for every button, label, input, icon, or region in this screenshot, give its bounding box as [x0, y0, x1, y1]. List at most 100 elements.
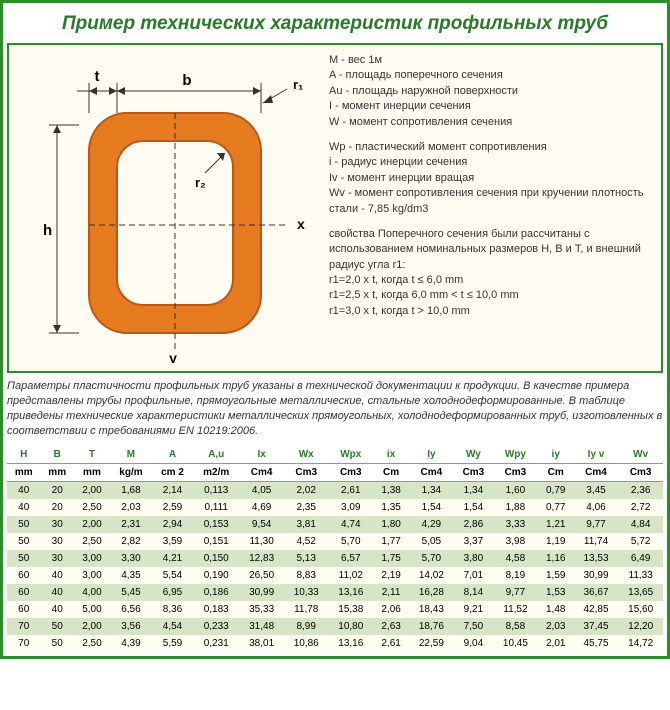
table-row: 70502,504,395,590,23138,0110,8613,162,61…	[7, 635, 663, 652]
col-unit: mm	[74, 464, 110, 482]
cell: 10,86	[284, 635, 329, 652]
cell: 35,33	[239, 601, 284, 618]
cell: 0,183	[193, 601, 239, 618]
cell: 50	[40, 618, 73, 635]
cell: 11,78	[284, 601, 329, 618]
table-row: 50302,002,312,940,1539,543,814,741,804,2…	[7, 516, 663, 533]
cell: 9,77	[574, 516, 619, 533]
cell: 3,00	[74, 550, 110, 567]
col-header: Ix	[239, 446, 284, 464]
cell: 2,00	[74, 516, 110, 533]
cell: 10,80	[329, 618, 374, 635]
cell: 0,77	[538, 499, 574, 516]
table-row: 50303,003,304,210,15012,835,136,571,755,…	[7, 550, 663, 567]
label-y: y	[169, 350, 177, 363]
cell: 30,99	[574, 567, 619, 584]
cell: 30	[40, 533, 73, 550]
cell: 2,36	[618, 482, 663, 500]
cell: 2,59	[152, 499, 193, 516]
outer-frame: Пример технических характеристик профиль…	[0, 0, 670, 659]
cell: 4,05	[239, 482, 284, 500]
inner-panel: b t r₁ h	[7, 43, 663, 373]
cell: 3,09	[329, 499, 374, 516]
cell: 15,38	[329, 601, 374, 618]
cell: 1,34	[409, 482, 454, 500]
cell: 2,50	[74, 533, 110, 550]
col-header: M	[110, 446, 152, 464]
cell: 2,06	[373, 601, 409, 618]
cell: 8,99	[284, 618, 329, 635]
label-b: b	[182, 72, 191, 89]
cell: 70	[7, 635, 40, 652]
col-header: ix	[373, 446, 409, 464]
cell: 50	[7, 516, 40, 533]
col-unit: Cm3	[618, 464, 663, 482]
col-unit: Cm3	[493, 464, 538, 482]
cell: 10,33	[284, 584, 329, 601]
cell: 4,74	[329, 516, 374, 533]
col-header: Wy	[454, 446, 493, 464]
table-row: 70502,003,564,540,23331,488,9910,802,631…	[7, 618, 663, 635]
cell: 45,75	[574, 635, 619, 652]
cell: 30	[40, 550, 73, 567]
legend-block3: свойства Поперечного сечения были рассчи…	[329, 227, 653, 319]
col-header: B	[40, 446, 73, 464]
legend-block1: M - вес 1м A - площадь поперечного сечен…	[329, 53, 653, 130]
cell: 1,35	[373, 499, 409, 516]
cell: 6,56	[110, 601, 152, 618]
cell: 4,58	[493, 550, 538, 567]
cell: 3,59	[152, 533, 193, 550]
col-header: Wx	[284, 446, 329, 464]
cell: 1,54	[454, 499, 493, 516]
col-header: Iy v	[574, 446, 619, 464]
cell: 1,68	[110, 482, 152, 500]
cell: 50	[7, 533, 40, 550]
cell: 31,48	[239, 618, 284, 635]
cell: 0,190	[193, 567, 239, 584]
cell: 16,28	[409, 584, 454, 601]
cell: 14,72	[618, 635, 663, 652]
cell: 40	[7, 482, 40, 500]
label-x: x	[297, 216, 305, 232]
table-row: 40202,001,682,140,1134,052,022,611,381,3…	[7, 482, 663, 500]
cell: 3,33	[493, 516, 538, 533]
cell: 60	[7, 601, 40, 618]
cell: 12,83	[239, 550, 284, 567]
cell: 0,79	[538, 482, 574, 500]
cell: 2,11	[373, 584, 409, 601]
cell: 3,98	[493, 533, 538, 550]
cell: 2,86	[454, 516, 493, 533]
legend-block2: Wp - пластический момент сопротивления i…	[329, 140, 653, 217]
table-body: 40202,001,682,140,1134,052,022,611,381,3…	[7, 482, 663, 653]
cell: 6,57	[329, 550, 374, 567]
cell: 40	[7, 499, 40, 516]
cell: 13,65	[618, 584, 663, 601]
cell: 40	[40, 601, 73, 618]
cell: 4,84	[618, 516, 663, 533]
cell: 2,63	[373, 618, 409, 635]
cell: 0,233	[193, 618, 239, 635]
cell: 0,231	[193, 635, 239, 652]
cell: 1,88	[493, 499, 538, 516]
cell: 1,80	[373, 516, 409, 533]
cell: 1,16	[538, 550, 574, 567]
cell: 50	[40, 635, 73, 652]
cell: 60	[7, 584, 40, 601]
cell: 7,01	[454, 567, 493, 584]
label-t: t	[95, 68, 100, 85]
header-row-units: mmmmmmkg/mcm 2m2/mCm4Cm3Cm3CmCm4Cm3Cm3Cm…	[7, 464, 663, 482]
col-unit: Cm3	[329, 464, 374, 482]
cell: 4,35	[110, 567, 152, 584]
cell: 22,59	[409, 635, 454, 652]
cell: 38,01	[239, 635, 284, 652]
cell: 2,50	[74, 635, 110, 652]
cell: 60	[7, 567, 40, 584]
cell: 6,95	[152, 584, 193, 601]
col-header: H	[7, 446, 40, 464]
cell: 1,54	[409, 499, 454, 516]
cell: 3,00	[74, 567, 110, 584]
cell: 40	[40, 567, 73, 584]
cell: 8,36	[152, 601, 193, 618]
col-header: Wv	[618, 446, 663, 464]
cell: 37,45	[574, 618, 619, 635]
